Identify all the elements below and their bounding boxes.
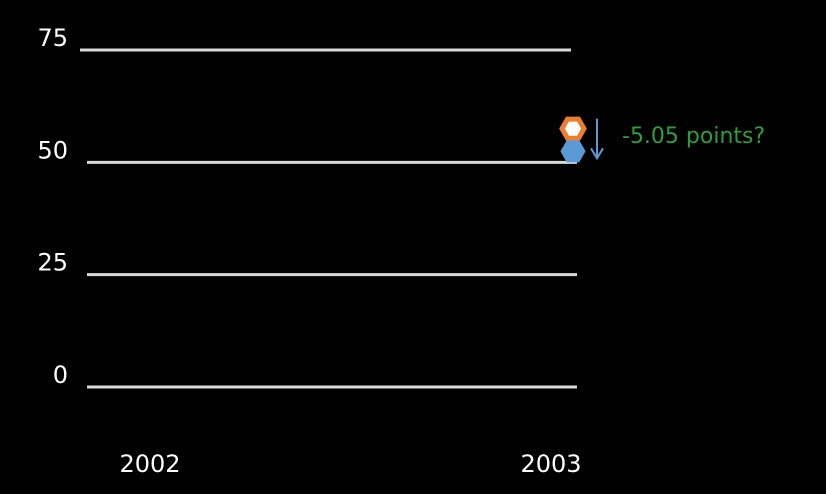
change-arrow: [590, 118, 604, 161]
y-tick-label: 50: [37, 136, 68, 164]
data-points: [559, 116, 587, 163]
x-tick-label: 2003: [520, 450, 581, 478]
x-axis-tick-labels: 2002 2003: [119, 450, 581, 478]
y-axis-tick-labels: 75 50 25 0: [37, 24, 68, 389]
x-tick-label: 2002: [119, 450, 180, 478]
gridlines: [80, 48, 577, 389]
data-point-before: [559, 116, 587, 141]
data-point-after: [560, 140, 586, 163]
y-tick-label: 75: [37, 24, 68, 52]
change-annotation: -5.05 points?: [622, 124, 765, 149]
y-tick-label: 25: [37, 249, 68, 277]
arrow-head: [590, 147, 604, 161]
y-tick-label: 0: [53, 361, 68, 389]
